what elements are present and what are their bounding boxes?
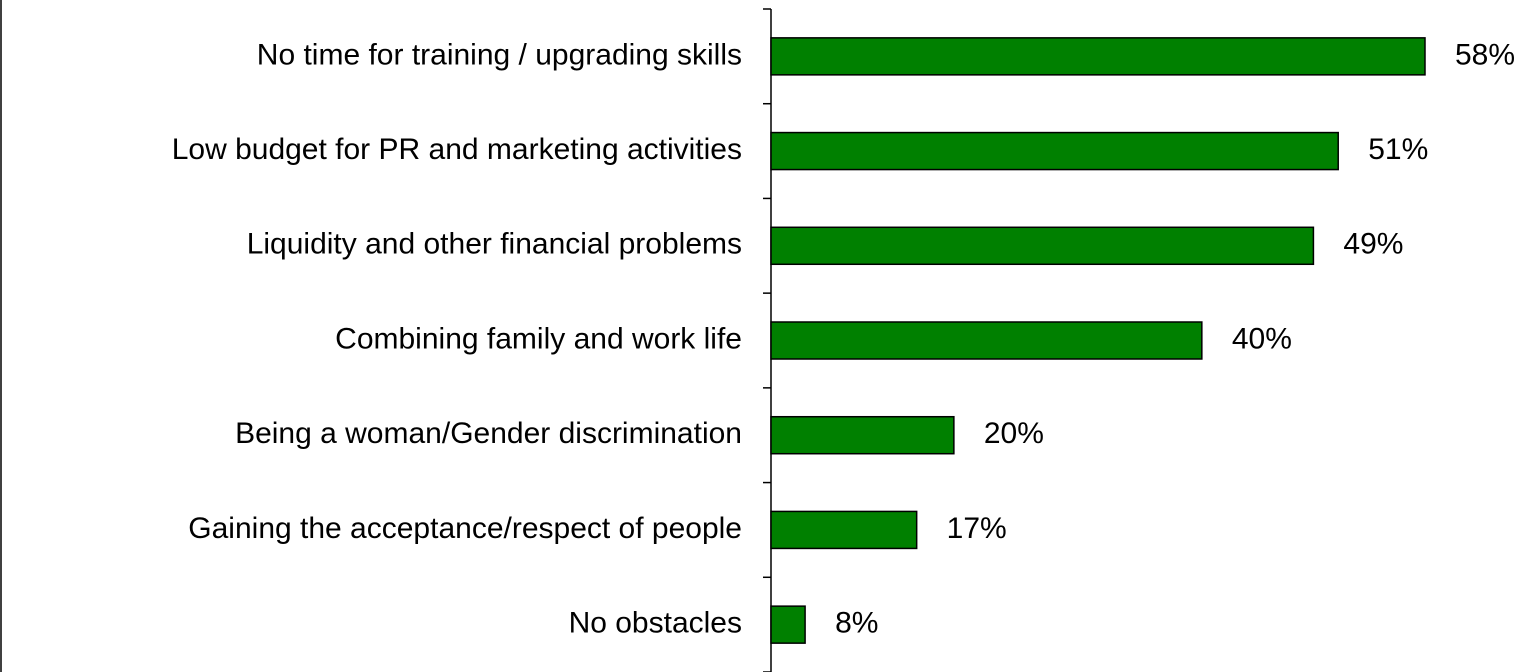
category-label: Low budget for PR and marketing activiti… [172, 133, 742, 166]
value-label: 8% [835, 607, 878, 640]
category-label: Gaining the acceptance/respect of people [188, 512, 742, 545]
value-label: 17% [947, 512, 1007, 545]
category-label: No time for training / upgrading skills [257, 38, 742, 71]
bar [770, 37, 1426, 76]
value-label: 49% [1343, 228, 1403, 261]
bar [770, 226, 1315, 266]
value-label: 51% [1368, 133, 1428, 166]
bar [770, 605, 806, 644]
bar [770, 510, 918, 550]
category-label: Combining family and work life [335, 322, 742, 355]
value-label: 58% [1455, 38, 1515, 71]
category-label: Liquidity and other financial problems [247, 228, 742, 261]
value-label: 40% [1232, 322, 1292, 355]
bar [770, 131, 1339, 171]
category-label: Being a woman/Gender discrimination [235, 417, 742, 450]
value-label: 20% [984, 417, 1044, 450]
bar [770, 321, 1203, 360]
bar [770, 415, 955, 455]
category-label: No obstacles [569, 607, 742, 640]
